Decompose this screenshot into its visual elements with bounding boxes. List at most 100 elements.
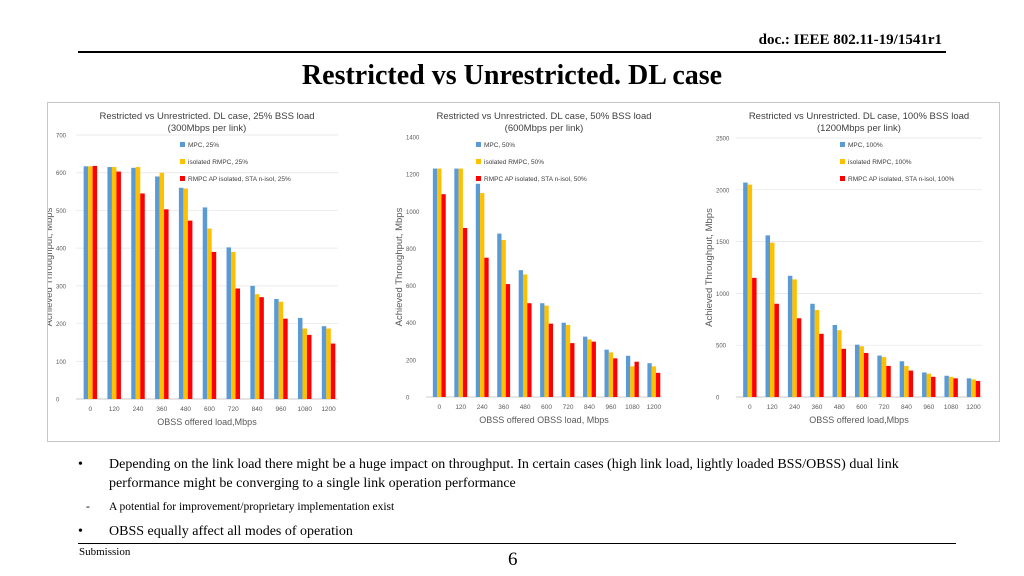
x-tick-label: 600: [541, 404, 552, 411]
bar: [625, 355, 631, 397]
bar: [587, 339, 592, 397]
bar: [926, 373, 932, 397]
bar: [975, 380, 981, 397]
chart-title: Restricted vs Unrestricted. DL case, 25%…: [99, 111, 314, 122]
bar: [278, 301, 284, 399]
x-tick-label: 0: [437, 404, 441, 411]
y-tick-label: 300: [56, 284, 67, 290]
x-tick-label: 1080: [625, 404, 640, 411]
bar: [226, 247, 232, 399]
x-axis-label: OBSS offered load,Mbps: [809, 415, 909, 425]
bar: [899, 361, 905, 397]
bullet-list: • Depending on the link load there might…: [78, 455, 968, 541]
bar: [302, 328, 307, 399]
x-tick-label: 240: [789, 404, 800, 411]
bar: [159, 172, 165, 399]
bar: [202, 207, 208, 399]
x-tick-label: 1080: [298, 406, 313, 413]
bar: [841, 348, 847, 397]
x-tick-label: 480: [834, 404, 845, 411]
x-tick-label: 960: [923, 404, 934, 411]
x-tick-label: 1200: [647, 404, 662, 411]
bar: [437, 168, 442, 397]
bar: [274, 299, 279, 399]
bar: [432, 168, 438, 397]
y-tick-label: 400: [406, 321, 417, 327]
bar: [211, 251, 217, 399]
bar: [187, 220, 193, 399]
bar: [630, 366, 635, 397]
bar: [881, 357, 887, 397]
sub-bullet-mark: -: [86, 501, 90, 513]
chart-100-percent-load: Restricted vs Unrestricted. DL case, 100…: [704, 111, 982, 425]
bar: [966, 378, 972, 397]
y-tick-label: 600: [56, 171, 67, 177]
x-tick-label: 120: [767, 404, 778, 411]
bar: [231, 251, 236, 399]
bar: [111, 167, 117, 399]
bar: [854, 344, 860, 397]
bar: [321, 326, 327, 399]
bar: [140, 193, 145, 399]
bar: [971, 379, 976, 397]
bullet-text: Depending on the link load there might b…: [109, 457, 899, 491]
bar: [922, 372, 927, 397]
y-tick-label: 600: [406, 284, 417, 290]
bar: [752, 277, 757, 397]
legend-swatch: [476, 159, 481, 164]
y-axis-label: Achieved Throughput, Mbps: [48, 207, 55, 326]
y-tick-label: 1400: [406, 136, 420, 142]
chart-50-percent-load: Restricted vs Unrestricted. DL case, 50%…: [394, 111, 662, 425]
bar: [953, 378, 958, 397]
y-axis-label: Achieved Throughput, Mbps: [394, 207, 405, 326]
y-tick-label: 1500: [716, 240, 730, 246]
bar: [83, 166, 89, 399]
legend-label: isolated RMPC, 100%: [848, 159, 912, 166]
bar: [484, 257, 489, 397]
bullet-text: OBSS equally affect all modes of operati…: [109, 524, 353, 539]
bar: [116, 171, 121, 399]
footer-submission: Submission: [79, 546, 131, 558]
x-tick-label: 480: [180, 406, 191, 413]
x-axis-label: OBSS offered OBSS load, Mbps: [479, 415, 609, 425]
x-tick-label: 720: [228, 406, 239, 413]
bar: [904, 365, 909, 397]
bar: [540, 303, 545, 397]
bar: [330, 343, 336, 399]
x-tick-label: 0: [89, 406, 93, 413]
x-tick-label: 960: [606, 404, 617, 411]
y-tick-label: 0: [406, 396, 410, 402]
x-tick-label: 600: [856, 404, 867, 411]
top-divider: [78, 51, 946, 53]
bar: [886, 365, 891, 397]
bar: [501, 240, 506, 397]
y-tick-label: 200: [406, 358, 417, 364]
bar: [583, 336, 588, 397]
x-tick-label: 720: [879, 404, 890, 411]
charts-panel: Restricted vs Unrestricted. DL case, 25%…: [47, 102, 1000, 442]
bar: [250, 285, 255, 399]
bar: [297, 317, 303, 399]
bar: [774, 303, 779, 397]
bullet-mark: •: [78, 524, 83, 539]
legend-label: RMPC AP isolated, STA n-isol, 100%: [848, 176, 955, 183]
x-tick-label: 840: [584, 404, 595, 411]
bar: [164, 209, 169, 399]
x-tick-label: 480: [520, 404, 531, 411]
x-tick-label: 1200: [966, 404, 981, 411]
legend-label: isolated RMPC, 25%: [188, 159, 248, 166]
x-tick-label: 360: [812, 404, 823, 411]
bar: [931, 376, 936, 397]
y-tick-label: 700: [56, 134, 67, 140]
bar: [787, 275, 793, 397]
bar: [769, 242, 775, 397]
bar: [565, 324, 571, 397]
x-axis-label: OBSS offered load,Mbps: [157, 417, 257, 427]
x-tick-label: 360: [498, 404, 509, 411]
chart-title: Restricted vs Unrestricted. DL case, 100…: [749, 111, 969, 122]
bar: [819, 333, 824, 397]
bar: [743, 182, 748, 397]
bar: [326, 328, 331, 399]
bar: [859, 346, 864, 397]
bar: [458, 168, 463, 397]
